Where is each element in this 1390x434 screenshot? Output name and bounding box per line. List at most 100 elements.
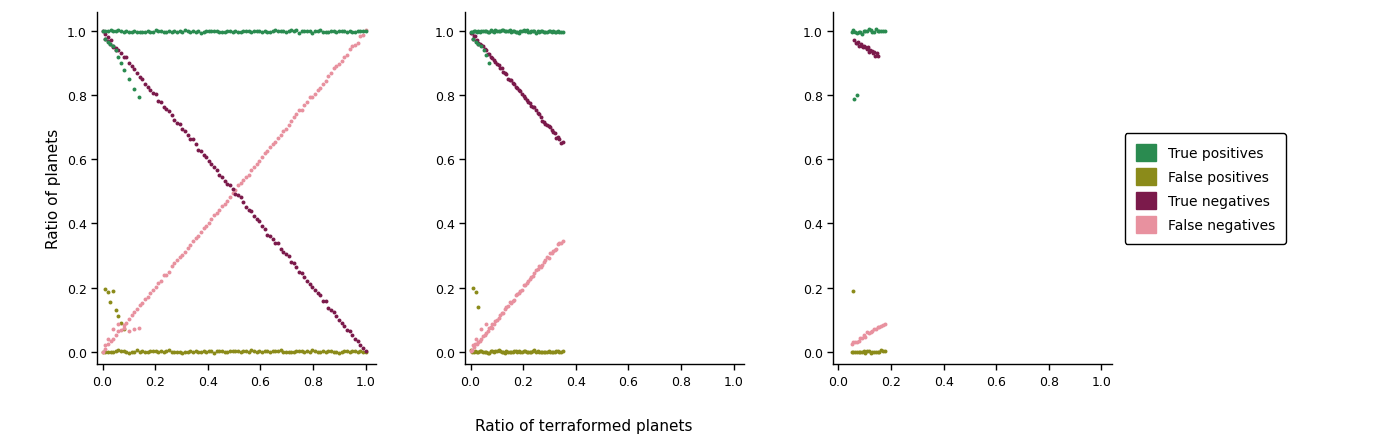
Point (118, 349, 140, 356)
Point (189, 349, 211, 355)
Point (869, 29, 891, 36)
Point (240, 347, 263, 354)
Point (136, 294, 158, 301)
Point (177, 245, 199, 252)
Point (288, 269, 310, 276)
Point (147, 280, 170, 287)
Point (267, 29, 289, 36)
Point (493, 306, 516, 313)
Point (107, 48, 129, 55)
Point (126, 306, 149, 312)
Point (339, 29, 361, 36)
Point (466, 37, 488, 44)
Point (513, 347, 535, 354)
Point (309, 28, 331, 35)
Point (293, 274, 316, 281)
Point (552, 238, 574, 245)
Point (532, 260, 555, 266)
Point (460, 347, 482, 354)
Point (538, 29, 560, 36)
Point (863, 30, 885, 37)
Point (852, 29, 874, 36)
Point (182, 237, 204, 244)
Point (211, 203, 234, 210)
Point (259, 30, 281, 36)
Point (110, 28, 132, 35)
Point (101, 45, 124, 52)
Point (845, 41, 867, 48)
Point (177, 349, 199, 356)
Point (278, 122, 300, 129)
Point (208, 348, 231, 355)
Point (524, 270, 546, 277)
Point (548, 30, 570, 36)
Point (293, 29, 316, 36)
Point (842, 338, 865, 345)
Point (168, 29, 190, 36)
Point (278, 29, 300, 36)
Point (270, 28, 292, 35)
Point (844, 349, 866, 355)
Point (873, 29, 895, 36)
Point (538, 124, 560, 131)
Point (461, 347, 484, 354)
Point (243, 348, 265, 355)
Point (165, 120, 188, 127)
Point (527, 266, 549, 273)
Point (489, 29, 512, 36)
Point (122, 326, 145, 333)
Point (475, 47, 498, 54)
Point (163, 29, 185, 36)
Point (200, 29, 222, 36)
Point (493, 70, 516, 77)
Point (302, 284, 324, 291)
Point (101, 335, 124, 342)
Point (240, 208, 263, 215)
Point (491, 27, 513, 34)
Point (95, 349, 117, 355)
Point (246, 216, 268, 223)
Point (482, 320, 505, 327)
Point (842, 288, 865, 295)
Point (845, 30, 867, 37)
Point (488, 346, 510, 353)
Point (267, 348, 289, 355)
Point (521, 104, 543, 111)
Point (343, 348, 366, 355)
Point (270, 347, 292, 354)
Point (192, 225, 214, 232)
Point (188, 233, 210, 240)
Point (177, 29, 199, 36)
Point (499, 349, 521, 356)
Point (113, 54, 135, 61)
Point (99, 299, 121, 306)
Point (229, 29, 252, 36)
Point (461, 348, 484, 355)
Point (288, 30, 310, 37)
Point (145, 28, 167, 35)
Point (475, 28, 498, 35)
Point (282, 29, 304, 36)
Point (128, 94, 150, 101)
Point (139, 30, 161, 36)
Point (520, 349, 542, 356)
Point (279, 118, 302, 125)
Point (518, 30, 541, 37)
Point (147, 99, 170, 105)
Point (538, 255, 560, 262)
Point (853, 43, 876, 50)
Point (174, 128, 196, 135)
Point (317, 348, 339, 355)
Point (542, 28, 564, 35)
Point (217, 181, 239, 188)
Point (336, 348, 359, 355)
Point (495, 303, 517, 310)
Point (261, 141, 284, 148)
Point (339, 328, 361, 335)
Point (855, 29, 877, 36)
Point (291, 28, 313, 35)
Point (328, 317, 350, 324)
Point (99, 42, 121, 49)
Point (513, 93, 535, 100)
Point (863, 50, 885, 57)
